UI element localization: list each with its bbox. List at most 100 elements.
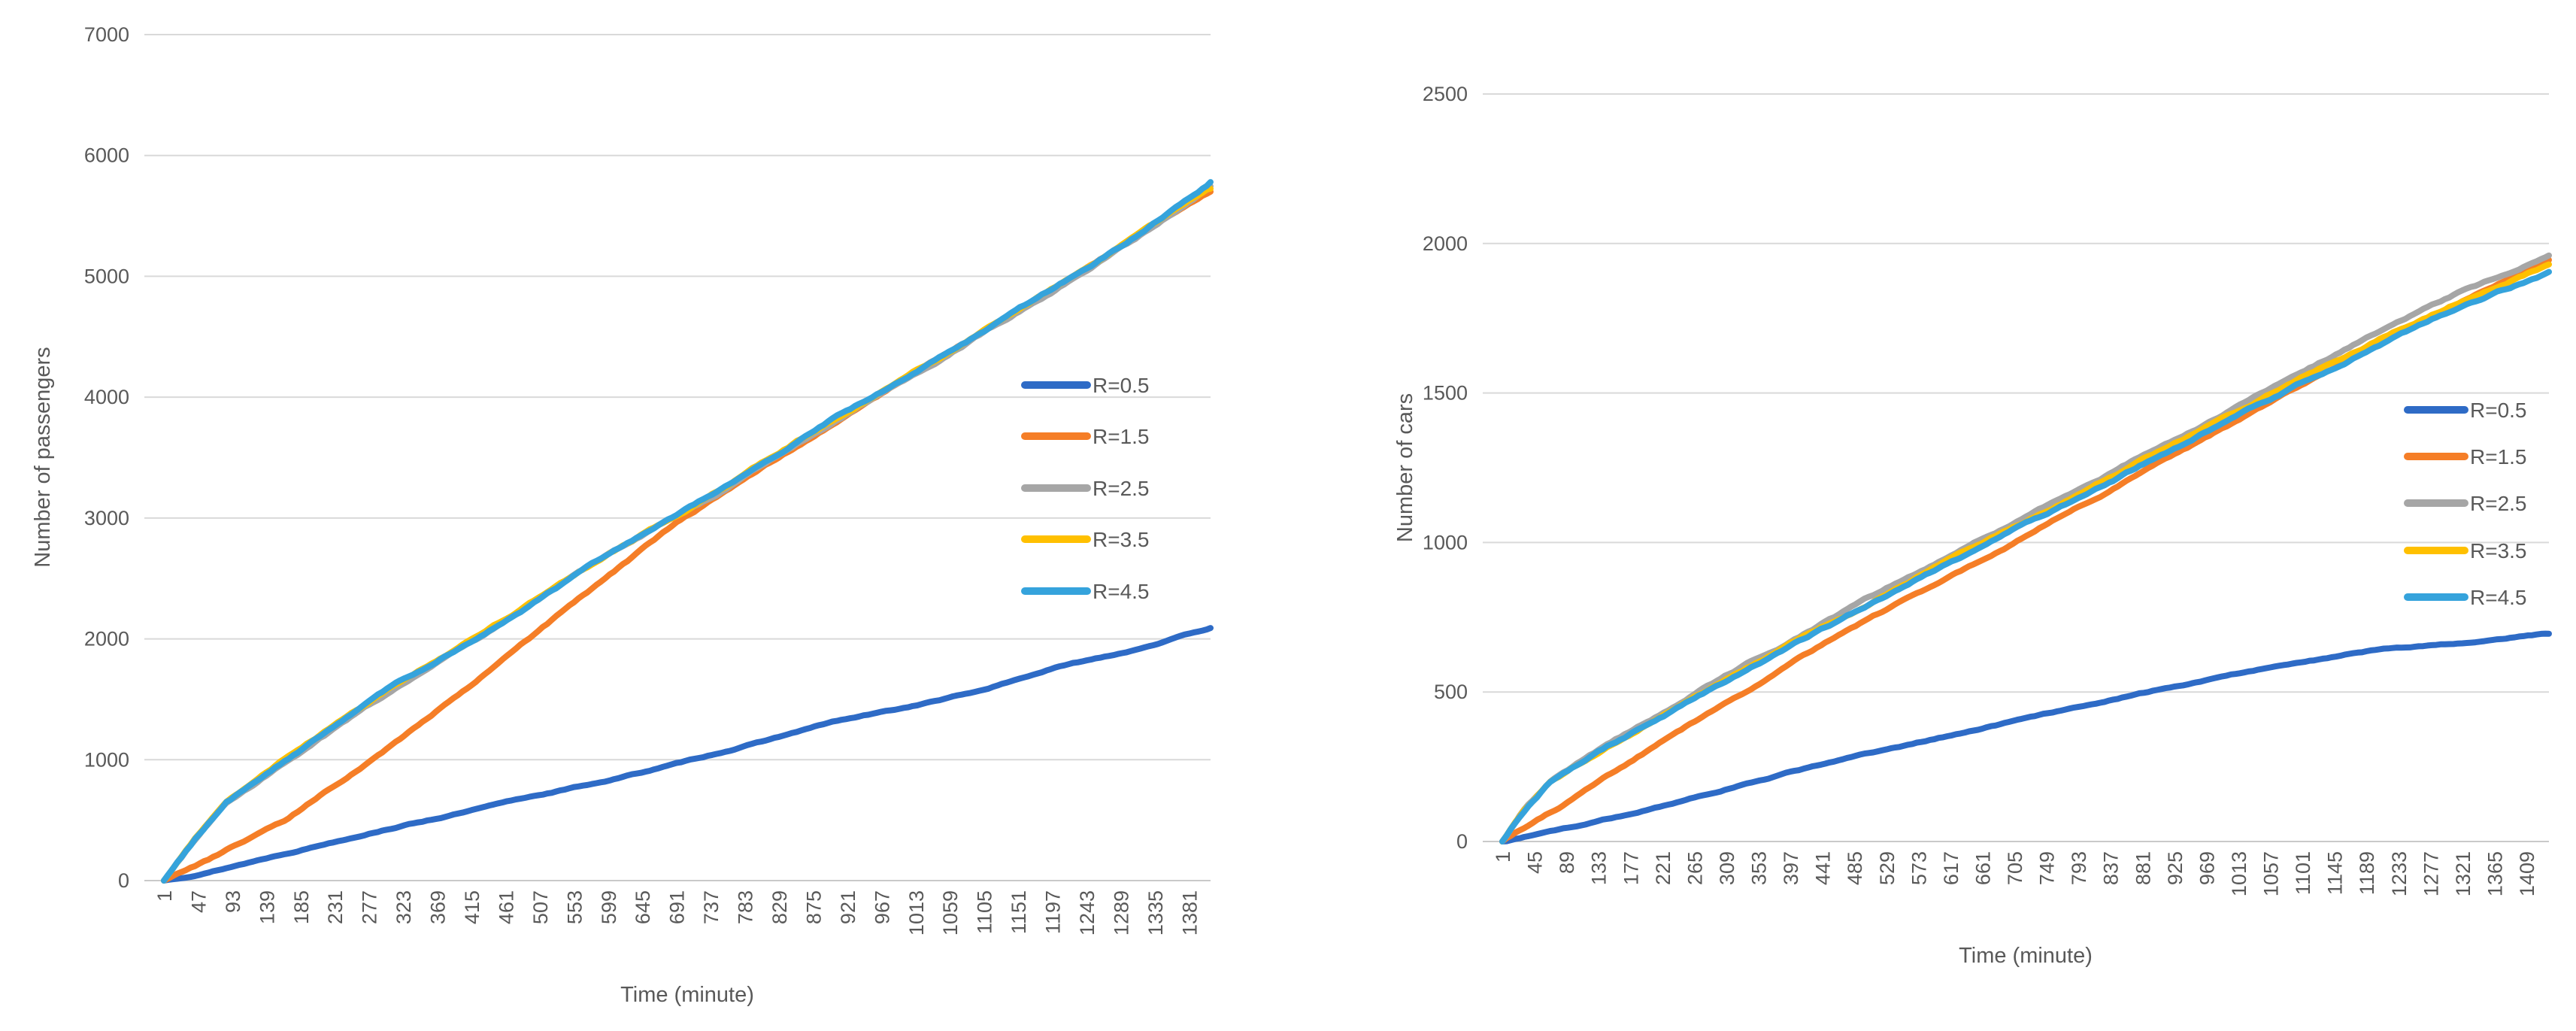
x-axis-title: Time (minute) — [620, 983, 754, 1007]
x-tick-label: 1105 — [974, 890, 996, 934]
legend-label: R=3.5 — [2470, 539, 2527, 563]
y-tick-label: 6000 — [84, 144, 129, 167]
series-line-R=0.5 — [161, 625, 1214, 884]
legend-label: R=4.5 — [2470, 586, 2527, 609]
x-tick-label: 1151 — [1008, 890, 1030, 934]
x-tick-label: 221 — [1652, 851, 1674, 885]
x-tick-label: 573 — [1908, 851, 1930, 885]
series-line-R=3.5 — [1499, 261, 2552, 845]
x-tick-label: 185 — [290, 890, 313, 924]
x-tick-label: 553 — [563, 890, 586, 924]
y-tick-label: 2000 — [1423, 232, 1468, 255]
y-tick-label: 7000 — [84, 23, 129, 46]
x-tick-label: 1013 — [905, 890, 928, 935]
x-tick-label: 277 — [359, 890, 381, 924]
x-tick-label: 1145 — [2324, 851, 2347, 895]
x-tick-label: 415 — [461, 890, 483, 924]
x-tick-label: 133 — [1588, 851, 1611, 885]
x-tick-label: 783 — [735, 890, 757, 924]
x-tick-label: 1059 — [939, 890, 962, 935]
x-tick-label: 1 — [1492, 851, 1514, 863]
x-tick-label: 89 — [1556, 851, 1578, 874]
y-tick-label: 1000 — [1423, 531, 1468, 553]
x-tick-label: 309 — [1716, 851, 1738, 885]
x-tick-label: 969 — [2196, 851, 2218, 885]
passengers-chart: 0 1000 2000 3000 4000 5000 6000 7000 1 47 93 139 185… — [31, 23, 1214, 1007]
y-tick-label: 3000 — [84, 507, 129, 529]
legend-label: R=3.5 — [1093, 528, 1150, 551]
legend-label: R=1.5 — [1093, 425, 1150, 448]
x-tick-label: 793 — [2068, 851, 2090, 885]
x-tick-label: 93 — [222, 890, 244, 913]
y-tick-label: 0 — [118, 869, 129, 892]
y-tick-label: 5000 — [84, 265, 129, 287]
legend-label: R=4.5 — [1093, 580, 1150, 603]
x-tick-label: 837 — [2100, 851, 2123, 885]
x-tick-label: 921 — [837, 890, 859, 924]
x-tick-label: 925 — [2164, 851, 2187, 885]
series-line-R=1.5 — [1499, 256, 2552, 845]
x-tick-label: 737 — [700, 890, 723, 924]
x-tick-label: 705 — [2004, 851, 2026, 885]
cars-chart: 0 500 1000 1500 2000 2500 1 45 89 133 177 221 265 309… — [1393, 83, 2552, 968]
y-tick-label: 2500 — [1423, 83, 1468, 105]
x-tick-label: 1289 — [1110, 890, 1132, 935]
x-tick-label: 265 — [1683, 851, 1706, 885]
series-line-R=4.5 — [161, 179, 1214, 884]
x-tick-label: 507 — [529, 890, 552, 924]
y-axis-title: Number of cars — [1393, 393, 1417, 542]
x-tick-label: 617 — [1940, 851, 1962, 885]
y-tick-label: 4000 — [84, 386, 129, 408]
legend: R=0.5 R=1.5 R=2.5 R=3.5 R=4.5 — [1021, 374, 1150, 603]
x-tick-label: 231 — [324, 890, 347, 924]
x-tick-label: 353 — [1748, 851, 1771, 885]
x-tick-label: 967 — [871, 890, 893, 924]
x-tick-label: 45 — [1524, 851, 1547, 874]
y-tick-label: 2000 — [84, 628, 129, 650]
series-line-R=4.5 — [1499, 268, 2552, 845]
x-tick-label: 485 — [1844, 851, 1866, 885]
legend-label: R=2.5 — [1093, 477, 1150, 500]
x-tick-label: 323 — [392, 890, 415, 924]
y-tick-label: 1000 — [84, 748, 129, 771]
x-tick-label: 1013 — [2228, 851, 2250, 896]
x-tick-label: 1057 — [2260, 851, 2283, 896]
legend-label: R=0.5 — [1093, 374, 1150, 397]
x-tick-label: 1233 — [2388, 851, 2411, 896]
x-tick-label: 177 — [1620, 851, 1642, 885]
x-tick-label: 881 — [2132, 851, 2154, 885]
y-tick-label: 1500 — [1423, 382, 1468, 405]
x-tick-label: 645 — [632, 890, 654, 924]
y-tick-label: 500 — [1434, 681, 1468, 703]
x-tick-label: 1197 — [1042, 890, 1065, 934]
x-tick-label: 1381 — [1178, 890, 1201, 935]
x-tick-label: 875 — [802, 890, 825, 924]
legend: R=0.5 R=1.5 R=2.5 R=3.5 R=4.5 — [2404, 399, 2527, 609]
x-tick-label: 1 — [153, 890, 176, 902]
series-line-R=2.5 — [1499, 252, 2552, 845]
x-tick-label: 599 — [598, 890, 620, 924]
x-tick-label: 139 — [256, 890, 278, 924]
y-axis-title: Number of passengers — [31, 347, 55, 567]
x-tick-label: 829 — [768, 890, 791, 924]
x-tick-label: 1409 — [2516, 851, 2538, 896]
legend-label: R=0.5 — [2470, 399, 2527, 422]
x-tick-label: 1335 — [1144, 890, 1167, 935]
x-tick-label: 1365 — [2484, 851, 2506, 896]
legend-label: R=2.5 — [2470, 492, 2527, 515]
y-tick-label: 0 — [1456, 830, 1468, 853]
x-tick-label: 1101 — [2292, 851, 2314, 895]
x-axis-title: Time (minute) — [1959, 944, 2093, 968]
x-tick-label: 691 — [666, 890, 689, 924]
x-tick-label: 369 — [427, 890, 450, 924]
x-tick-label: 1189 — [2356, 851, 2378, 895]
x-tick-label: 1277 — [2420, 851, 2442, 896]
x-tick-label: 529 — [1876, 851, 1899, 885]
legend-label: R=1.5 — [2470, 445, 2527, 468]
x-tick-label: 461 — [495, 890, 517, 924]
x-tick-label: 47 — [187, 890, 210, 913]
series-line-R=0.5 — [1499, 630, 2552, 845]
x-tick-label: 1321 — [2452, 851, 2474, 896]
